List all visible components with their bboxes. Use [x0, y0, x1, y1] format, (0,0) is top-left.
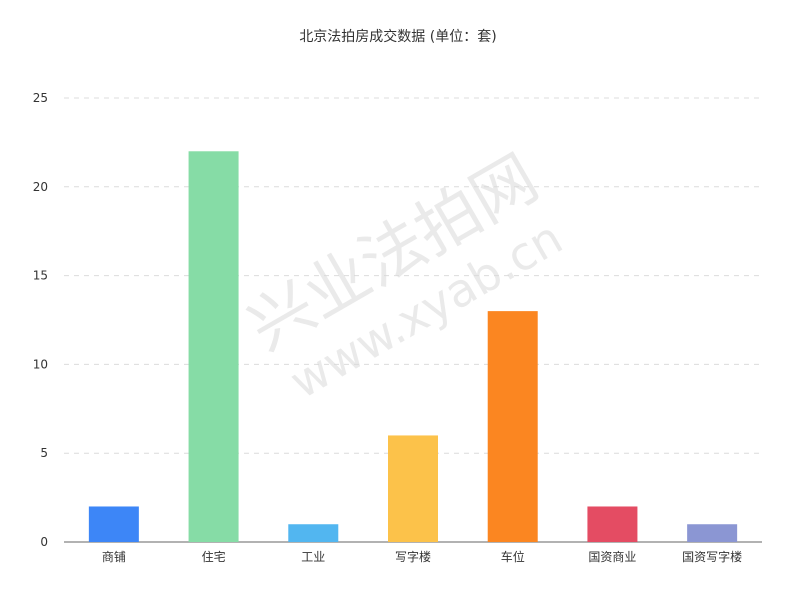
bar	[587, 506, 638, 542]
gridlines	[64, 97, 762, 454]
y-tick-label: 15	[33, 269, 48, 283]
y-axis-ticks: 0 5 10 15 20 25	[33, 91, 48, 549]
y-tick-label: 10	[33, 357, 48, 371]
x-tick-label: 国资写字楼	[682, 549, 742, 564]
y-tick-label: 20	[33, 180, 48, 194]
x-tick-label: 国资商业	[588, 549, 636, 564]
y-tick-label: 25	[33, 91, 48, 105]
x-tick-label: 商铺	[102, 549, 126, 564]
bar	[88, 506, 139, 542]
x-tick-label: 写字楼	[395, 549, 431, 564]
bar	[188, 151, 239, 542]
bar	[388, 435, 438, 542]
bar	[687, 524, 738, 542]
y-tick-label: 0	[40, 535, 48, 549]
bar	[487, 311, 538, 542]
bar	[288, 524, 339, 542]
chart-title: 北京法拍房成交数据 (单位：套)	[299, 28, 496, 45]
x-axis-labels: 商铺 住宅 工业 写字楼 车位 国资商业 国资写字楼	[102, 549, 742, 564]
x-tick-label: 车位	[501, 549, 525, 564]
x-tick-label: 工业	[301, 550, 325, 564]
bars	[88, 151, 738, 542]
x-tick-label: 住宅	[202, 549, 226, 564]
y-tick-label: 5	[40, 446, 48, 460]
